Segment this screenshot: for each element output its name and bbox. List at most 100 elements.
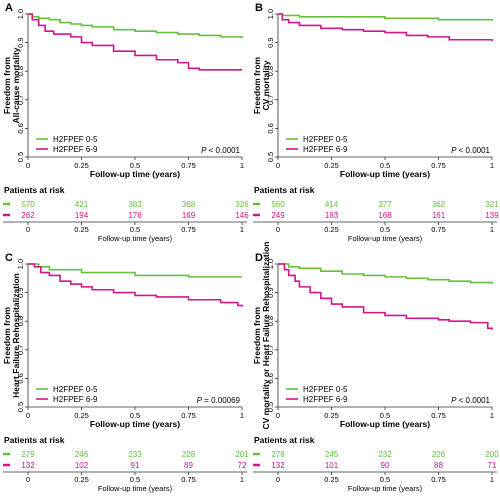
risk-count: 362 [432, 200, 446, 209]
legend-label: H2FPEF 0-5 [303, 385, 348, 394]
p-value-symbol: P [451, 146, 457, 155]
p-value-text: < 0.0001 [456, 146, 490, 155]
risk-table-tick-label: 1 [490, 475, 494, 484]
panel-c: C Freedom fromHeart Failure Rehospitaliza… [2, 252, 249, 493]
risk-count: 321 [485, 200, 499, 209]
risk-table-tick-label: 0.5 [130, 225, 140, 234]
y-tick-label: 0.7 [266, 95, 275, 105]
x-tick-label: 0.5 [380, 411, 390, 420]
y-axis-title-line: Heart Failure Rehospitalization [11, 273, 21, 398]
risk-count: 71 [488, 461, 497, 470]
y-axis-title-line: Freedom from [2, 306, 12, 364]
x-tick-label: 1 [490, 411, 494, 420]
risk-count: 146 [235, 211, 249, 220]
y-tick-label: 0.9 [16, 37, 25, 47]
risk-count: 570 [21, 200, 35, 209]
legend-label: H2FPEF 6-9 [303, 395, 348, 404]
y-tick-label: 1.0 [16, 259, 25, 269]
risk-count: 226 [432, 450, 446, 459]
risk-table-title: Patients at risk [254, 185, 315, 195]
risk-table-tick-label: 0.75 [181, 225, 196, 234]
p-value-text: < 0.0001 [206, 146, 240, 155]
x-tick-label: 0 [276, 411, 280, 420]
risk-count: 168 [378, 211, 392, 220]
risk-count: 101 [325, 461, 339, 470]
risk-table-tick-label: 1 [240, 475, 244, 484]
y-tick-label: 0.9 [16, 287, 25, 297]
risk-count: 368 [182, 200, 196, 209]
p-value-symbol: P [451, 396, 457, 405]
p-value: P < 0.0001 [451, 146, 490, 155]
y-tick-label: 0.6 [16, 373, 25, 383]
y-axis-title-line: Freedom from [2, 56, 12, 114]
risk-table-tick-label: 0.25 [324, 225, 339, 234]
p-value: P < 0.0001 [451, 396, 490, 405]
risk-count: 132 [21, 461, 35, 470]
y-tick-label: 0.5 [16, 402, 25, 412]
y-axis-title-line: All-cause mortality [11, 47, 21, 123]
y-axis-title: Freedom fromAll-cause mortality [2, 47, 21, 123]
risk-count: 245 [325, 450, 339, 459]
risk-count: 161 [432, 211, 446, 220]
y-tick-label: 0.8 [266, 66, 275, 76]
y-tick-label: 0.8 [266, 316, 275, 326]
x-tick-label: 1 [490, 161, 494, 170]
km-curve-h2fpef-6-9 [278, 263, 493, 330]
x-tick-label: 1 [240, 411, 244, 420]
y-tick-label: 0.6 [266, 373, 275, 383]
risk-table-tick-label: 0.5 [380, 475, 390, 484]
legend-label: H2FPEF 0-5 [53, 135, 98, 144]
y-axis-title: Freedom fromCV mortality [252, 56, 271, 114]
y-tick-label: 1.0 [266, 259, 275, 269]
y-tick-label: 0.6 [16, 123, 25, 133]
y-tick-label: 0.9 [266, 37, 275, 47]
risk-count: 279 [21, 450, 35, 459]
km-curve-h2fpef-0-5 [278, 263, 493, 285]
x-tick-label: 0.5 [130, 411, 140, 420]
risk-count: 421 [75, 200, 89, 209]
risk-table-tick-label: 0.75 [181, 475, 196, 484]
p-value: P = 0.00069 [197, 396, 241, 405]
legend-label: H2FPEF 6-9 [53, 395, 98, 404]
p-value-text: < 0.0001 [456, 396, 490, 405]
x-tick-label: 0.75 [431, 411, 446, 420]
risk-count: 72 [238, 461, 247, 470]
risk-table-title: Patients at risk [4, 435, 65, 445]
y-axis-title-line: Freedom from [252, 56, 262, 114]
km-curve-h2fpef-0-5 [28, 13, 243, 39]
y-tick-label: 0.5 [16, 152, 25, 162]
km-curve-h2fpef-6-9 [28, 263, 243, 307]
risk-count: 414 [325, 200, 339, 209]
y-axis-title-line: CV mortality [261, 60, 271, 110]
risk-count: 139 [485, 211, 499, 220]
risk-table-tick-label: 0.25 [74, 225, 89, 234]
risk-count: 201 [235, 450, 249, 459]
panel-letter: C [5, 252, 13, 264]
y-tick-label: 1.0 [16, 9, 25, 19]
y-axis-title-line: Freedom from [252, 306, 262, 364]
x-axis-title: Follow-up time (years) [90, 169, 180, 179]
panel-a: A Freedom fromAll-cause mortality 0.5 0.6 0.… [2, 2, 249, 243]
risk-count: 90 [381, 461, 390, 470]
y-tick-label: 0.5 [266, 402, 275, 412]
p-value: P < 0.0001 [201, 146, 240, 155]
p-value-symbol: P [201, 146, 207, 155]
legend-label: H2FPEF 0-5 [53, 385, 98, 394]
risk-table-tick-label: 0.25 [324, 475, 339, 484]
risk-count: 326 [235, 200, 249, 209]
risk-count: 383 [128, 200, 142, 209]
risk-count: 183 [325, 211, 339, 220]
risk-count: 262 [21, 211, 35, 220]
panel-letter: A [5, 2, 13, 14]
risk-table-tick-label: 1 [490, 225, 494, 234]
risk-table-tick-label: 1 [240, 225, 244, 234]
risk-table-tick-label: 0.5 [130, 475, 140, 484]
y-tick-label: 0.8 [16, 66, 25, 76]
risk-count: 88 [434, 461, 443, 470]
x-tick-label: 0.25 [74, 161, 89, 170]
risk-count: 169 [182, 211, 196, 220]
panel-b: B Freedom fromCV mortality 0.5 0.6 0.7 0.8 0.9… [252, 2, 499, 243]
y-tick-label: 0.5 [266, 152, 275, 162]
